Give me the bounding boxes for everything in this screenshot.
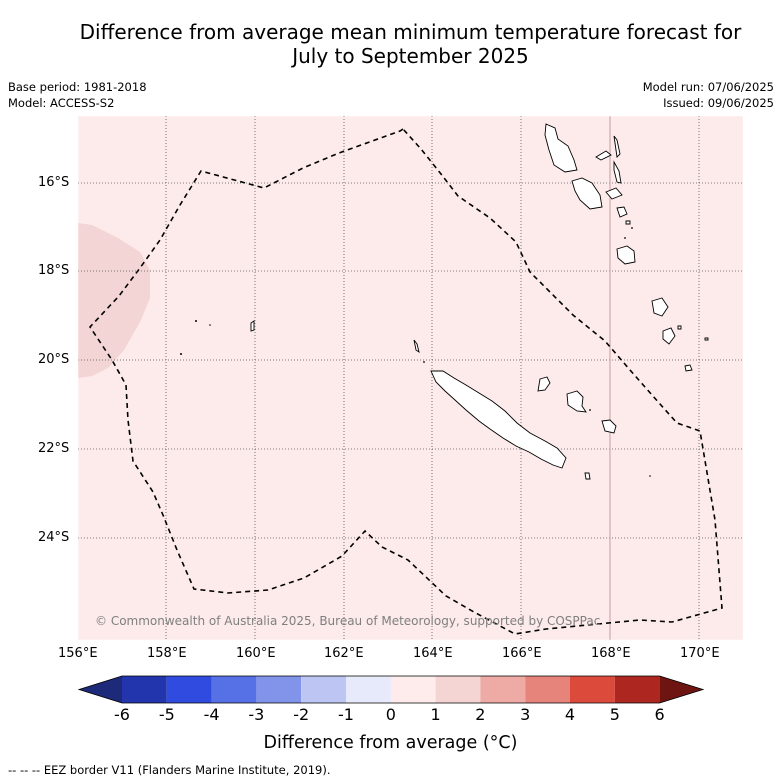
- colorbar-tick-label: 3: [520, 705, 531, 724]
- colorbar-tick-label: -5: [158, 705, 175, 724]
- colorbar-tick-label: -1: [338, 705, 354, 724]
- colorbar-tick-label: 5: [609, 705, 620, 724]
- vanuatu-ambrym: [605, 187, 623, 200]
- copyright-notice: © Commonwealth of Australia 2025, Bureau…: [95, 614, 601, 628]
- map-background: [78, 116, 743, 640]
- vanuatu-pentecost: [613, 160, 622, 184]
- lon-label-160e: 160°E: [236, 646, 276, 661]
- colorbar-extend-high: [659, 676, 703, 703]
- belep-islands: [413, 339, 420, 354]
- hunter-island: [677, 325, 682, 330]
- colorbar-segment: [570, 676, 615, 703]
- base-period: Base period: 1981-2018: [8, 80, 147, 94]
- lon-label-156e: 156°E: [58, 646, 98, 661]
- colorbar-segment: [301, 676, 346, 703]
- colorbar-outline: [77, 675, 705, 704]
- colorbar-tick-label: 6: [654, 705, 665, 724]
- colorbar-tick-label: 4: [564, 705, 576, 724]
- colorbar-segment: [435, 676, 481, 703]
- colorbar-title: Difference from average (°C): [263, 733, 518, 753]
- colorbar-tick-label: -4: [203, 705, 220, 724]
- new-caledonia-island: [430, 370, 567, 469]
- vanuatu-ambae: [595, 150, 612, 161]
- lon-label-168e: 168°E: [591, 646, 631, 661]
- model-name: Model: ACCESS-S2: [8, 96, 115, 110]
- loyalty-island-mare: [601, 419, 617, 434]
- colorbar-extend-low: [79, 676, 122, 703]
- lon-label-166e: 166°E: [502, 646, 542, 661]
- vanuatu-malekula: [571, 177, 603, 210]
- lat-label-16s: 16°S: [38, 175, 70, 190]
- map-title-line2: July to September 2025: [292, 44, 529, 68]
- vanuatu-espiritu-santo: [544, 123, 578, 173]
- lon-label-164e: 164°E: [413, 646, 453, 661]
- colorbar-segment: [166, 676, 212, 703]
- colorbar-segment: [256, 676, 302, 703]
- lon-label-158e: 158°E: [147, 646, 187, 661]
- colorbar-segment: [122, 676, 167, 703]
- colorbar-segment: [480, 676, 526, 703]
- map-title-line1: Difference from average mean minimum tem…: [79, 20, 742, 44]
- vanuatu-erromango: [651, 297, 669, 317]
- lat-label-20s: 20°S: [38, 352, 70, 367]
- lat-label-24s: 24°S: [38, 530, 70, 545]
- vanuatu-maewo: [613, 135, 621, 158]
- vanuatu-shepherds: [625, 220, 631, 225]
- model-run: Model run: 07/06/2025: [642, 80, 774, 94]
- vanuatu-tanna: [662, 327, 676, 345]
- colorbar-tick-label: 0: [385, 705, 396, 724]
- colorbar-segment: [525, 676, 570, 703]
- lon-label-162e: 162°E: [324, 646, 364, 661]
- colorbar-segment: [614, 676, 660, 703]
- small-islets: [180, 227, 651, 477]
- colorbar-tick-label: 2: [475, 705, 486, 724]
- colorbar-segment: [390, 676, 436, 703]
- vanuatu-aneityum: [684, 364, 693, 372]
- colorbar-tick-label: -3: [248, 705, 265, 724]
- colorbar-tick-label: 1: [430, 705, 441, 724]
- colorbar-tick-label: -2: [293, 705, 310, 724]
- vanuatu-efate: [616, 245, 636, 265]
- map-frame: [77, 115, 744, 641]
- loyalty-island-lifou: [566, 390, 587, 413]
- lat-label-22s: 22°S: [38, 441, 70, 456]
- matthew-island: [704, 337, 709, 341]
- issued-date: Issued: 09/06/2025: [663, 96, 774, 110]
- walpole-island: [584, 472, 591, 480]
- vanuatu-epi: [616, 206, 628, 218]
- lat-label-18s: 18°S: [38, 263, 70, 278]
- colorbar-segment: [346, 676, 391, 703]
- eez-footnote: -- -- -- EEZ border V11 (Flanders Marine…: [8, 763, 331, 777]
- colorbar: [77, 675, 705, 704]
- eez-border: [88, 128, 723, 635]
- chesterfield-islet: [250, 320, 255, 332]
- colorbar-tick-label: -6: [114, 705, 130, 724]
- lon-label-170e: 170°E: [680, 646, 720, 661]
- colorbar-segment: [211, 676, 257, 703]
- coastlines: [250, 123, 709, 480]
- loyalty-island-ouvea: [537, 376, 551, 392]
